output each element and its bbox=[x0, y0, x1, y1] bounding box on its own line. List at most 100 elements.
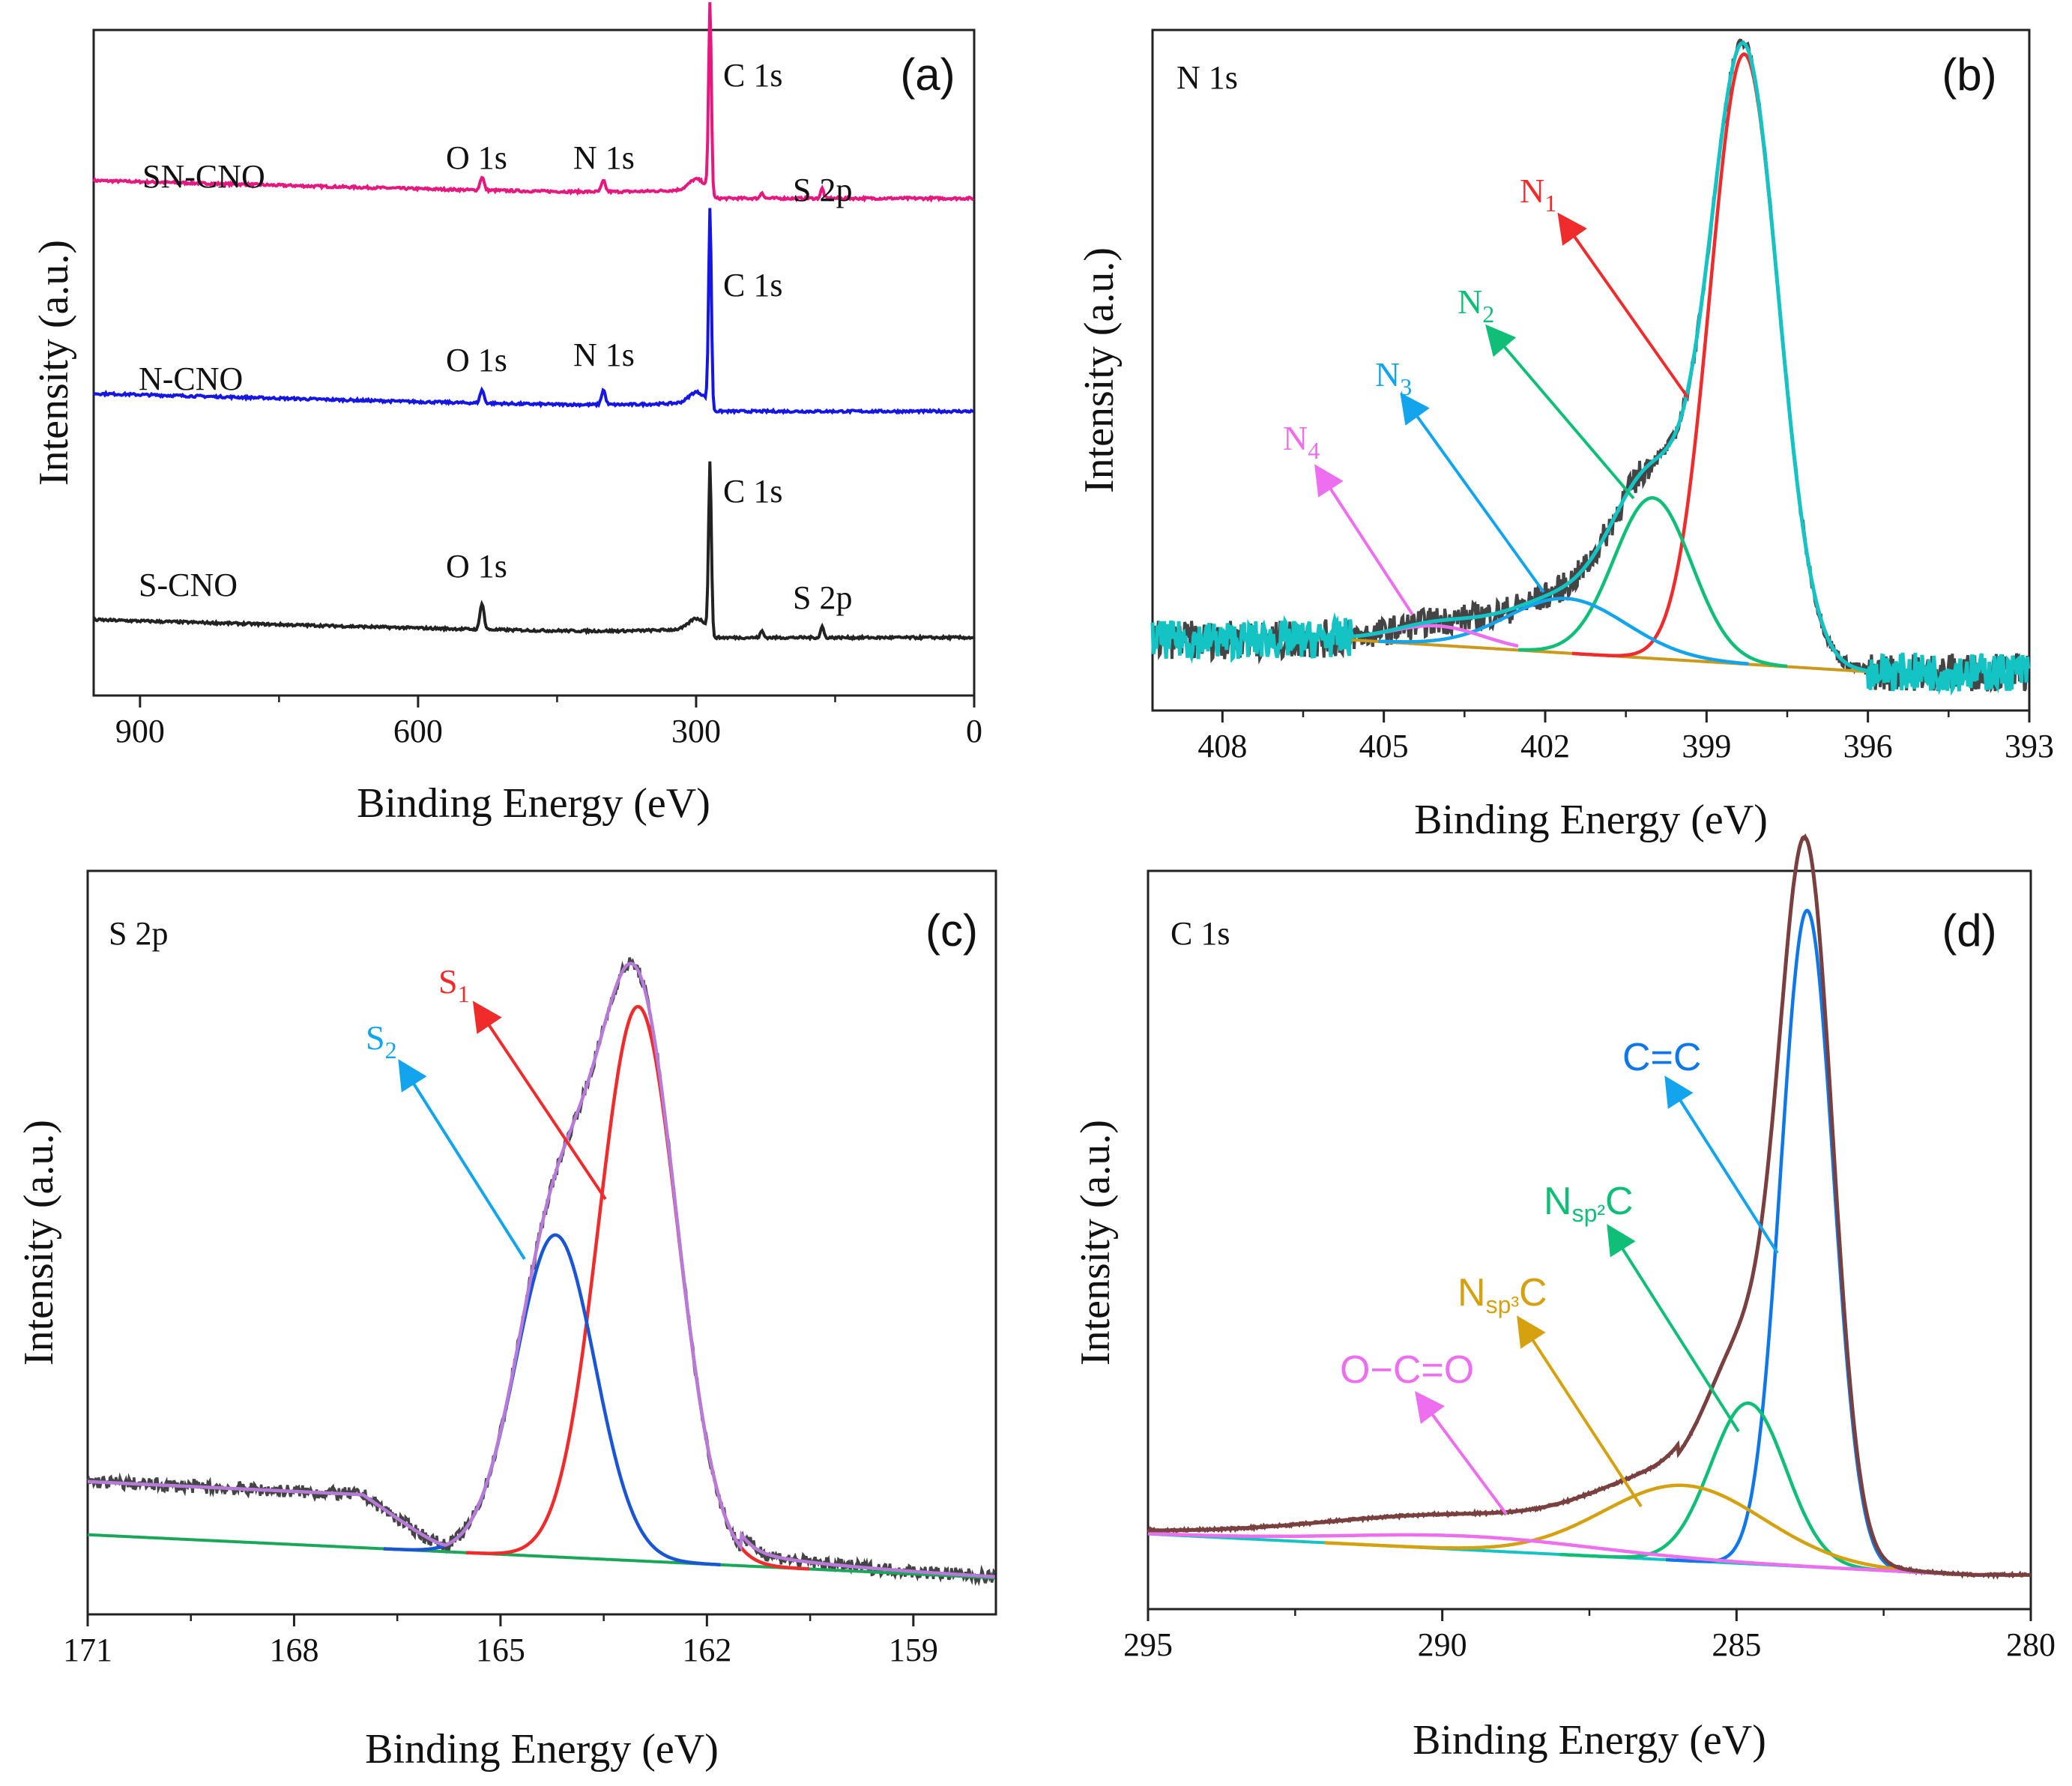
label-n-c1s: C 1s bbox=[723, 267, 782, 304]
panel-d-xlabel: Binding Energy (eV) bbox=[1413, 1717, 1766, 1764]
annot-cc: C=C bbox=[1622, 1036, 1779, 1255]
label-n-n1s: N 1s bbox=[573, 337, 635, 373]
component-n3 bbox=[1378, 597, 1749, 666]
label-sn-s2p: S 2p bbox=[793, 172, 852, 208]
x-tick-label: 162 bbox=[682, 1632, 731, 1668]
x-tick-label: 159 bbox=[889, 1632, 938, 1668]
series-n-cno bbox=[92, 208, 974, 415]
panel-a-ticks: 900 600 300 0 bbox=[115, 696, 982, 749]
panel-a-tag: (a) bbox=[900, 49, 955, 100]
series-sn-cno bbox=[92, 1, 974, 203]
label-n-o1s: O 1s bbox=[446, 342, 507, 378]
panel-d-curves bbox=[1147, 833, 2032, 1580]
fit-envelope bbox=[88, 962, 995, 1578]
annot-s2-label: S2 bbox=[366, 1019, 397, 1064]
annot-n4-label: N4 bbox=[1283, 419, 1320, 464]
annot-n4: N4 bbox=[1283, 419, 1414, 616]
panel-a-curves bbox=[92, 1, 974, 642]
panel-b-title: N 1s bbox=[1177, 59, 1238, 96]
x-tick-label: 402 bbox=[1520, 728, 1570, 764]
panel-d-ylabel: Intensity (a.u.) bbox=[1072, 1120, 1119, 1366]
annot-nsp2c-label: Nsp²C bbox=[1544, 1180, 1634, 1227]
x-tick-label: 285 bbox=[1712, 1626, 1761, 1663]
raw-data bbox=[1151, 38, 2030, 693]
annot-ocdo: O−C=O bbox=[1340, 1348, 1508, 1515]
panel-b-ylabel: Intensity (a.u.) bbox=[1076, 247, 1123, 493]
annot-nsp3c: Nsp³C bbox=[1458, 1271, 1643, 1508]
panel-b-frame bbox=[1151, 28, 2031, 712]
panel-b-tag: (b) bbox=[1942, 49, 1996, 100]
panel-a: 900 600 300 0 (a) Binding Energy (eV) Inten… bbox=[31, 1, 982, 827]
annot-s2: S2 bbox=[366, 1019, 526, 1261]
component-c-c bbox=[1666, 908, 1914, 1574]
panel-c-frame bbox=[86, 869, 997, 1616]
component-n1 bbox=[1571, 52, 1863, 672]
annot-n3-label: N3 bbox=[1375, 355, 1412, 400]
panel-c: 171 168 165 162 159 (c) S 2p Binding Energy … bbox=[16, 869, 997, 1773]
x-tick-label: 171 bbox=[63, 1632, 112, 1668]
annot-n1-label: N1 bbox=[1520, 172, 1556, 217]
fit-envelope bbox=[1148, 835, 2031, 1577]
label-s-cno: S-CNO bbox=[139, 567, 238, 603]
panel-a-frame bbox=[92, 28, 976, 697]
annot-nsp3c-label: Nsp³C bbox=[1458, 1271, 1547, 1318]
annot-n1: N1 bbox=[1520, 172, 1689, 399]
x-tick-label: 168 bbox=[269, 1632, 318, 1668]
label-s-o1s: O 1s bbox=[446, 548, 507, 585]
panel-b: 408 405 402 399 396 393 (b) N 1s Binding Ener… bbox=[1076, 28, 2054, 843]
panel-c-curves bbox=[86, 957, 997, 1587]
x-tick-label: 290 bbox=[1418, 1626, 1467, 1663]
x-tick-label: 396 bbox=[1843, 728, 1893, 764]
x-tick-label: 165 bbox=[476, 1632, 525, 1668]
panel-c-ylabel: Intensity (a.u.) bbox=[16, 1120, 62, 1366]
x-tick-label: 399 bbox=[1682, 728, 1731, 764]
panel-c-title: S 2p bbox=[109, 915, 168, 952]
annot-n3: N3 bbox=[1375, 355, 1545, 594]
panel-b-ticks: 408 405 402 399 396 393 bbox=[1197, 711, 2054, 764]
panel-c-ticks: 171 168 165 162 159 bbox=[63, 1614, 938, 1668]
annot-n2: N2 bbox=[1458, 283, 1635, 500]
x-tick-label: 600 bbox=[393, 713, 443, 749]
annot-cc-label: C=C bbox=[1622, 1036, 1701, 1079]
annot-s1: S1 bbox=[438, 962, 607, 1201]
panel-a-ylabel: Intensity (a.u.) bbox=[31, 240, 77, 486]
label-sn-c1s: C 1s bbox=[723, 57, 782, 94]
label-sn-o1s: O 1s bbox=[446, 139, 507, 176]
panel-c-xlabel: Binding Energy (eV) bbox=[365, 1726, 719, 1773]
panel-d-title: C 1s bbox=[1171, 915, 1230, 952]
fit-envelope bbox=[1150, 40, 2031, 696]
component-o-c-o bbox=[1147, 1531, 1943, 1575]
annot-s1-label: S1 bbox=[438, 962, 470, 1007]
panel-a-xlabel: Binding Energy (eV) bbox=[357, 780, 710, 827]
panel-d-frame bbox=[1147, 869, 2032, 1611]
label-sn-n1s: N 1s bbox=[573, 139, 635, 176]
component-nsp3c bbox=[1324, 1483, 1972, 1577]
component-n2 bbox=[1517, 496, 1788, 669]
x-tick-label: 408 bbox=[1197, 728, 1247, 764]
x-tick-label: 405 bbox=[1359, 728, 1409, 764]
panel-d-ticks: 295 290 285 280 bbox=[1123, 1609, 2056, 1663]
series-s-cno bbox=[92, 461, 974, 642]
background-line bbox=[87, 1533, 995, 1580]
x-tick-label: 393 bbox=[2005, 728, 2054, 764]
annot-ocdo-label: O−C=O bbox=[1340, 1348, 1474, 1392]
annot-nsp2c: Nsp²C bbox=[1544, 1180, 1740, 1433]
panel-c-tag: (c) bbox=[925, 905, 978, 956]
x-tick-label: 0 bbox=[966, 713, 982, 749]
x-tick-label: 280 bbox=[2006, 1626, 2056, 1663]
annot-n2-label: N2 bbox=[1458, 283, 1494, 328]
label-s-c1s: C 1s bbox=[723, 473, 782, 510]
panel-b-curves bbox=[1150, 38, 2031, 696]
label-s-s2p: S 2p bbox=[793, 579, 852, 616]
x-tick-label: 300 bbox=[671, 713, 721, 749]
panel-b-xlabel: Binding Energy (eV) bbox=[1414, 797, 1768, 843]
component-s1 bbox=[465, 1004, 810, 1571]
label-sn-cno: SN-CNO bbox=[142, 158, 265, 195]
x-tick-label: 295 bbox=[1123, 1626, 1173, 1663]
x-tick-label: 900 bbox=[115, 713, 165, 749]
panel-d: 295 290 285 280 (d) C 1s Binding Energy (eV… bbox=[1072, 833, 2056, 1764]
label-n-cno: N-CNO bbox=[139, 360, 243, 397]
component-s2 bbox=[383, 1233, 721, 1567]
panel-d-tag: (d) bbox=[1942, 905, 1996, 956]
